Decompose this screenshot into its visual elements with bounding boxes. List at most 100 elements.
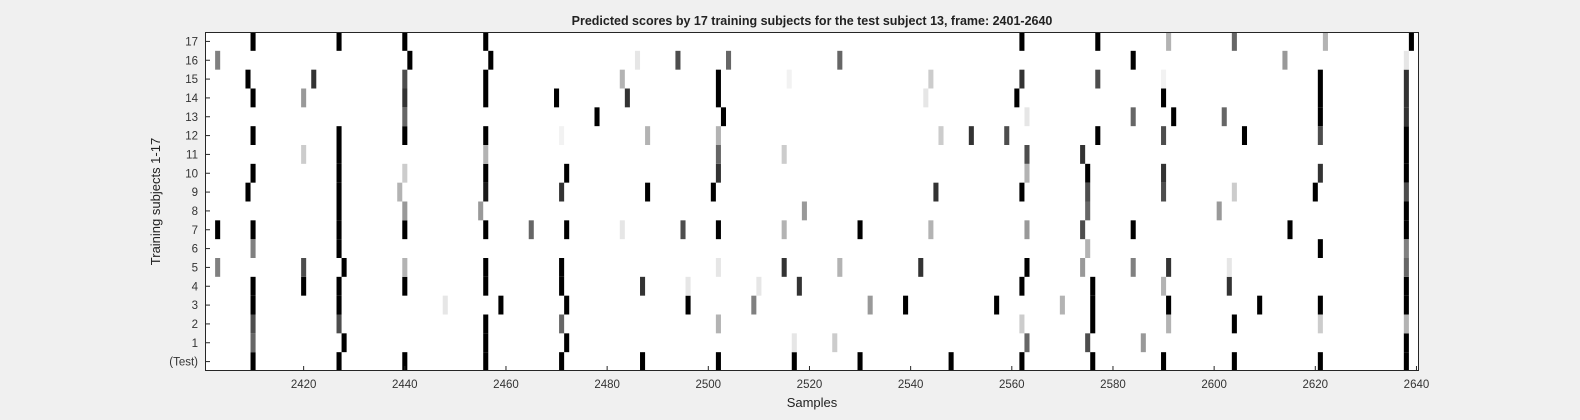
- heatmap-cell: [1403, 50, 1409, 70]
- heatmap-cell: [1024, 163, 1030, 183]
- heatmap-cell: [1403, 314, 1409, 334]
- heatmap-cell: [781, 258, 787, 277]
- x-axis-label: Samples: [787, 395, 838, 410]
- heatmap-cell: [336, 182, 342, 202]
- heatmap-cell: [1095, 69, 1101, 89]
- heatmap-cell: [619, 69, 625, 89]
- heatmap-cell: [215, 50, 221, 70]
- heatmap-cell: [715, 352, 721, 371]
- heatmap-cell: [1080, 145, 1086, 164]
- heatmap-cell: [559, 182, 565, 202]
- heatmap-cell: [715, 163, 721, 183]
- y-tick-label: 11: [186, 149, 198, 161]
- heatmap-cell: [933, 182, 939, 202]
- heatmap-cell: [918, 258, 924, 277]
- heatmap-cell: [301, 258, 307, 277]
- heatmap-cell: [1130, 220, 1136, 240]
- x-tick-label: 2580: [1100, 379, 1126, 391]
- heatmap-cell: [341, 333, 347, 353]
- heatmap-cell: [402, 107, 408, 127]
- heatmap-cell: [1166, 314, 1172, 334]
- heatmap-cell: [1095, 32, 1101, 51]
- heatmap-cell: [685, 276, 691, 296]
- heatmap-cell: [1130, 107, 1136, 127]
- heatmap-cell: [1403, 88, 1409, 108]
- heatmap-cell: [250, 276, 256, 296]
- heatmap-cell: [559, 314, 565, 334]
- y-tick-label: 2: [192, 319, 198, 331]
- heatmap-cell: [781, 145, 787, 164]
- heatmap-cell: [336, 201, 342, 221]
- heatmap-cell: [1317, 295, 1323, 315]
- heatmap-cell: [903, 295, 909, 315]
- heatmap-cell: [1085, 333, 1091, 353]
- y-tick-label: 12: [185, 131, 198, 143]
- heatmap-cell: [640, 352, 646, 371]
- y-tick-label: 15: [185, 74, 198, 86]
- heatmap-cell: [1282, 50, 1288, 70]
- heatmap-cell: [1403, 276, 1409, 296]
- heatmap-cell: [1019, 276, 1025, 296]
- heatmap-cell: [1317, 126, 1323, 145]
- heatmap-cell: [311, 69, 317, 89]
- x-tick-label: 2440: [392, 379, 418, 391]
- chart-title: Predicted scores by 17 training subjects…: [572, 14, 1053, 28]
- x-tick-label: 2560: [999, 379, 1025, 391]
- heatmap-cell: [336, 32, 342, 51]
- heatmap-cell: [1161, 276, 1167, 296]
- heatmap-cell: [1019, 182, 1025, 202]
- x-tick-label: 2480: [594, 379, 620, 391]
- heatmap-cell: [634, 50, 641, 70]
- heatmap-cell: [645, 126, 651, 145]
- heatmap-cell: [1403, 239, 1409, 258]
- heatmap-cell: [645, 182, 651, 202]
- y-tick-label: (Test): [169, 357, 198, 369]
- heatmap-cell: [640, 276, 646, 296]
- heatmap-cell: [1403, 107, 1409, 127]
- heatmap-cell: [781, 220, 787, 240]
- heatmap-cell: [1019, 314, 1025, 334]
- heatmap-cell: [594, 107, 600, 127]
- heatmap-cell: [341, 258, 347, 277]
- heatmap-cell: [250, 126, 256, 145]
- heatmap-cell: [624, 88, 630, 108]
- heatmap-cell: [483, 32, 489, 51]
- heatmap-cell: [1171, 107, 1177, 127]
- heatmap-cell: [726, 50, 732, 70]
- heatmap-cell: [478, 201, 484, 221]
- heatmap-cell: [250, 220, 256, 240]
- heatmap-cell: [483, 145, 489, 164]
- y-tick-label: 16: [185, 55, 198, 67]
- heatmap-cell: [1019, 32, 1025, 51]
- heatmap-cell: [685, 295, 691, 315]
- heatmap-cell: [1085, 201, 1091, 221]
- heatmap-cell: [791, 352, 797, 371]
- heatmap-cell: [1241, 126, 1248, 145]
- heatmap-cell: [250, 352, 256, 371]
- heatmap-cell: [1403, 163, 1409, 183]
- heatmap-cell: [1161, 182, 1167, 202]
- y-tick-label: 6: [192, 244, 198, 256]
- heatmap-cell: [559, 258, 565, 277]
- heatmap-cell: [1317, 352, 1323, 371]
- heatmap-cell: [1085, 182, 1091, 202]
- heatmap-cell: [938, 126, 944, 145]
- heatmap-cell: [336, 126, 342, 145]
- heatmap-cell: [1226, 258, 1232, 277]
- heatmap-cell: [402, 201, 408, 221]
- heatmap-cell: [336, 276, 342, 296]
- heatmap-cell: [483, 220, 489, 240]
- heatmap-cell: [1014, 88, 1020, 108]
- heatmap-cell: [1161, 163, 1167, 183]
- heatmap-cell: [250, 88, 256, 108]
- heatmap-cell: [1231, 182, 1237, 202]
- heatmap-cell: [498, 295, 504, 315]
- heatmap-cell: [250, 314, 256, 334]
- heatmap-cell: [715, 88, 721, 108]
- heatmap-cell: [1161, 352, 1167, 371]
- heatmap-cell: [564, 295, 570, 315]
- x-tick-label: 2520: [797, 379, 823, 391]
- heatmap-cell: [680, 220, 686, 240]
- heatmap-cell: [250, 239, 256, 258]
